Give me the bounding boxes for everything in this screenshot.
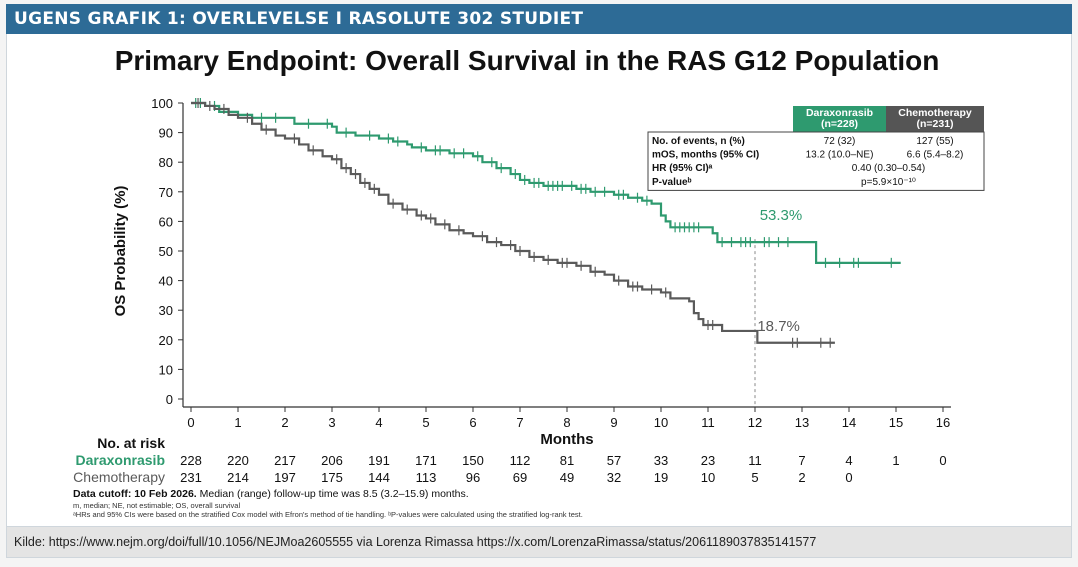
x-tick-label: 10 xyxy=(654,415,668,430)
stats-row-label: P-valueᵇ xyxy=(652,177,692,188)
stats-header-1: (n=231) xyxy=(916,118,953,130)
stats-row-label: mOS, months (95% CI) xyxy=(652,150,759,161)
footnote-methods: ᵃHRs and 95% CIs were based on the strat… xyxy=(73,510,583,519)
risk-value: 171 xyxy=(415,453,437,468)
footnote-cutoff: Data cutoff: 10 Feb 2026. Median (range)… xyxy=(73,488,469,500)
x-tick-label: 13 xyxy=(795,415,809,430)
x-tick-label: 0 xyxy=(187,415,194,430)
x-tick-label: 15 xyxy=(889,415,903,430)
risk-value: 23 xyxy=(701,453,715,468)
stats-cell-combined: p=5.9×10⁻¹⁰ xyxy=(861,177,916,188)
risk-value: 5 xyxy=(751,470,758,485)
risk-value: 57 xyxy=(607,453,621,468)
y-tick-label: 40 xyxy=(159,274,173,289)
risk-value: 217 xyxy=(274,453,296,468)
risk-value: 96 xyxy=(466,470,480,485)
footnote-abbreviations: m, median; NE, not estimable; OS, overal… xyxy=(73,501,240,510)
y-tick-label: 30 xyxy=(159,303,173,318)
risk-value: 228 xyxy=(180,453,202,468)
risk-value: 81 xyxy=(560,453,574,468)
x-tick-label: 7 xyxy=(516,415,523,430)
risk-value: 2 xyxy=(798,470,805,485)
stats-row-label: No. of events, n (%) xyxy=(652,136,745,147)
stats-row-label: HR (95% CI)ᵃ xyxy=(652,163,713,174)
risk-value: 214 xyxy=(227,470,249,485)
x-tick-label: 1 xyxy=(234,415,241,430)
chart-svg: Primary Endpoint: Overall Survival in th… xyxy=(73,45,985,519)
risk-value: 191 xyxy=(368,453,390,468)
risk-value: 150 xyxy=(462,453,484,468)
end-label-chemotherapy: 18.7% xyxy=(757,318,800,335)
stats-header-daraxonrasib-bg xyxy=(793,106,886,132)
risk-value: 32 xyxy=(607,470,621,485)
x-tick-label: 8 xyxy=(563,415,570,430)
stats-table-border xyxy=(647,131,985,191)
stats-header-0: (n=228) xyxy=(821,118,858,130)
end-label-daraxonrasib: 53.3% xyxy=(760,207,803,224)
x-tick-label: 12 xyxy=(748,415,762,430)
x-tick-label: 5 xyxy=(422,415,429,430)
risk-value: 1 xyxy=(892,453,899,468)
y-tick-label: 90 xyxy=(159,126,173,141)
stats-cell-daraxonrasib: 13.2 (10.0–NE) xyxy=(806,150,874,161)
risk-row-name-daraxonrasib: Daraxonrasib xyxy=(76,452,165,468)
risk-table-title: No. at risk xyxy=(97,435,165,451)
chart-title: Primary Endpoint: Overall Survival in th… xyxy=(115,45,940,76)
chart-panel: Primary Endpoint: Overall Survival in th… xyxy=(6,34,1072,526)
source-caption: Kilde: https://www.nejm.org/doi/full/10.… xyxy=(6,526,1072,558)
risk-value: 33 xyxy=(654,453,668,468)
y-tick-label: 50 xyxy=(159,244,173,259)
stats-header-chemotherapy-bg xyxy=(886,106,984,132)
x-tick-label: 14 xyxy=(842,415,856,430)
stats-cell-daraxonrasib: 72 (32) xyxy=(824,136,856,147)
series-line-daraxonrasib xyxy=(191,101,901,264)
stats-cell-combined: 0.40 (0.30–0.54) xyxy=(852,163,925,174)
x-tick-label: 3 xyxy=(328,415,335,430)
risk-value: 175 xyxy=(321,470,343,485)
risk-value: 11 xyxy=(748,453,762,468)
x-tick-label: 4 xyxy=(375,415,382,430)
risk-value: 206 xyxy=(321,453,343,468)
y-tick-label: 10 xyxy=(159,362,173,377)
y-axis-label: OS Probability (%) xyxy=(112,186,129,317)
x-axis-label: Months xyxy=(540,431,593,448)
risk-value: 112 xyxy=(510,453,531,468)
x-tick-label: 2 xyxy=(281,415,288,430)
risk-value: 69 xyxy=(513,470,527,485)
series-line-chemotherapy xyxy=(191,101,835,344)
risk-value: 19 xyxy=(654,470,668,485)
y-tick-label: 60 xyxy=(159,214,173,229)
y-tick-label: 100 xyxy=(151,96,173,111)
stats-cell-chemotherapy: 127 (55) xyxy=(916,136,953,147)
risk-value: 0 xyxy=(845,470,852,485)
risk-value: 231 xyxy=(180,470,202,485)
x-tick-label: 11 xyxy=(701,415,715,430)
risk-value: 10 xyxy=(701,470,715,485)
stats-header-0: Daraxonrasib xyxy=(806,107,873,119)
risk-value: 49 xyxy=(560,470,574,485)
risk-value: 197 xyxy=(274,470,296,485)
risk-row-name-chemotherapy: Chemotherapy xyxy=(73,469,165,485)
y-tick-label: 20 xyxy=(159,333,173,348)
stats-cell-chemotherapy: 6.6 (5.4–8.2) xyxy=(907,150,964,161)
risk-value: 220 xyxy=(227,453,249,468)
x-tick-label: 16 xyxy=(936,415,950,430)
x-tick-label: 6 xyxy=(469,415,476,430)
risk-value: 0 xyxy=(939,453,946,468)
stats-header-1: Chemotherapy xyxy=(898,107,972,119)
risk-value: 113 xyxy=(416,470,437,485)
x-tick-label: 9 xyxy=(610,415,617,430)
risk-value: 144 xyxy=(368,470,390,485)
risk-value: 4 xyxy=(845,453,852,468)
figure-header: UGENS GRAFIK 1: OVERLEVELSE I RASOLUTE 3… xyxy=(6,4,1072,34)
y-tick-label: 70 xyxy=(159,185,173,200)
y-tick-label: 0 xyxy=(166,392,173,407)
risk-value: 7 xyxy=(798,453,805,468)
y-tick-label: 80 xyxy=(159,155,173,170)
